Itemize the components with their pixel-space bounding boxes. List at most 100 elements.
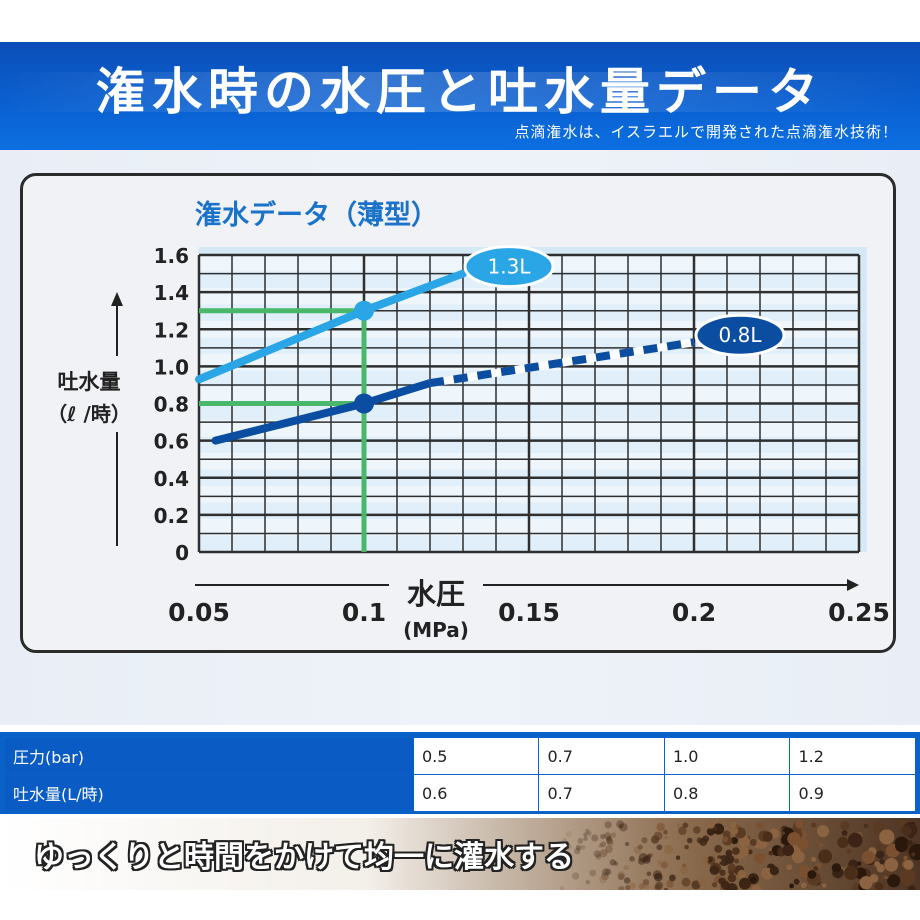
soil-particle — [863, 823, 869, 829]
chart-svg: 潅水データ（薄型） 0 0.2 0.4 0.6 0.8 1.0 1.2 1.4 1.6 0.05 0.… — [47, 199, 890, 642]
soil-particle — [722, 836, 729, 843]
soil-particle — [560, 853, 563, 859]
soil-particle — [899, 871, 905, 877]
soil-particle — [681, 863, 687, 868]
soil-particle — [847, 832, 863, 848]
soil-particle — [573, 848, 581, 855]
soil-particle — [561, 843, 568, 850]
soil-particle — [821, 883, 827, 888]
soil-particle — [738, 835, 750, 847]
soil-particle — [856, 861, 862, 866]
x-tick-label: 0.25 — [828, 598, 890, 627]
soil-particle — [873, 821, 886, 834]
soil-particle — [840, 821, 850, 831]
soil-particle — [876, 843, 884, 851]
soil-particle — [575, 845, 582, 852]
soil-particle — [754, 852, 765, 864]
table-cell: 1.0 — [663, 737, 791, 775]
soil-particle — [846, 848, 852, 854]
soil-particle — [725, 849, 733, 857]
footer-tagline: ゆっくりと時間をかけて均一に灌水する — [34, 840, 574, 875]
soil-particle — [879, 859, 885, 865]
soil-particle — [707, 856, 713, 863]
soil-particle — [719, 869, 726, 877]
soil-particle — [616, 820, 625, 829]
soil-particle — [604, 868, 612, 876]
soil-particle — [895, 839, 908, 853]
soil-particle — [601, 872, 609, 881]
soil-particle — [605, 845, 613, 854]
soil-particle — [714, 844, 723, 853]
soil-particle — [734, 858, 740, 864]
table-row: 吐水量(L/時) 0.6 0.7 0.8 0.9 — [4, 774, 916, 812]
soil-particle — [800, 882, 807, 889]
soil-particle — [717, 858, 722, 863]
soil-particle — [738, 846, 749, 857]
soil-particle — [686, 837, 693, 844]
x-label-bg — [389, 572, 483, 642]
soil-particle — [595, 853, 602, 860]
soil-particle — [587, 831, 592, 836]
soil-particle — [653, 831, 663, 841]
soil-particle — [583, 836, 588, 841]
soil-particle — [874, 861, 880, 867]
y-tick-label: 0.2 — [154, 504, 189, 528]
soil-particle — [837, 836, 849, 849]
soil-particle — [874, 829, 880, 836]
x-axis-label: 水圧 — [407, 577, 465, 611]
y-tick-label: 0.8 — [154, 393, 189, 417]
soil-particle — [712, 823, 725, 835]
soil-particle — [680, 866, 689, 875]
data-table-wrapper: 圧力(bar) 0.5 0.7 1.0 1.2 吐水量(L/時) 0.6 0.7… — [0, 732, 920, 814]
soil-particle — [575, 844, 581, 850]
soil-particle — [844, 865, 859, 880]
soil-particle — [720, 880, 730, 890]
soil-particle — [560, 858, 566, 866]
table-cell: 0.9 — [789, 774, 916, 812]
soil-particle — [691, 880, 701, 890]
soil-particle — [641, 837, 648, 844]
table-row-label: 圧力(bar) — [4, 737, 414, 775]
table-row-label: 吐水量(L/時) — [4, 774, 414, 812]
soil-particle — [727, 873, 737, 883]
soil-particle — [646, 871, 652, 877]
soil-particle — [660, 861, 668, 869]
soil-particle — [571, 872, 580, 880]
soil-particle — [643, 883, 650, 890]
soil-particle — [591, 834, 599, 842]
soil-particle — [782, 844, 795, 857]
soil-particle — [903, 859, 914, 870]
y-tick-label: 1.6 — [154, 244, 189, 268]
soil-particle — [560, 885, 565, 890]
soil-particle — [780, 831, 786, 836]
soil-particle — [818, 842, 824, 848]
soil-particle — [628, 882, 636, 890]
soil-particle — [876, 850, 885, 859]
soil-particle — [811, 856, 817, 862]
soil-particle — [664, 835, 669, 840]
soil-particle — [859, 876, 873, 890]
soil-particle — [884, 870, 891, 877]
table-cell: 1.2 — [789, 737, 916, 775]
y-axis-label: 吐水量 — [58, 370, 121, 394]
soil-particle — [738, 877, 751, 890]
soil-particle — [730, 821, 737, 828]
soil-particle — [698, 877, 708, 887]
chart-title: 潅水データ（薄型） — [195, 199, 438, 231]
soil-particle — [593, 850, 601, 858]
soil-particle — [810, 822, 817, 828]
page-title: 潅水時の水圧と吐水量データ — [96, 62, 824, 121]
x-tick-label: 0.15 — [498, 598, 560, 627]
soil-particle — [605, 835, 612, 842]
soil-particle — [564, 844, 570, 849]
y-tick-label: 0.4 — [154, 467, 189, 491]
soil-particle — [607, 840, 614, 848]
soil-particle — [817, 825, 829, 838]
table-cell: 0.8 — [663, 774, 791, 812]
soil-particle — [605, 837, 614, 845]
soil-particle — [818, 849, 833, 864]
soil-particle — [653, 872, 663, 882]
soil-particle — [610, 832, 617, 838]
footer-banner — [0, 818, 920, 890]
soil-particle — [654, 884, 662, 890]
